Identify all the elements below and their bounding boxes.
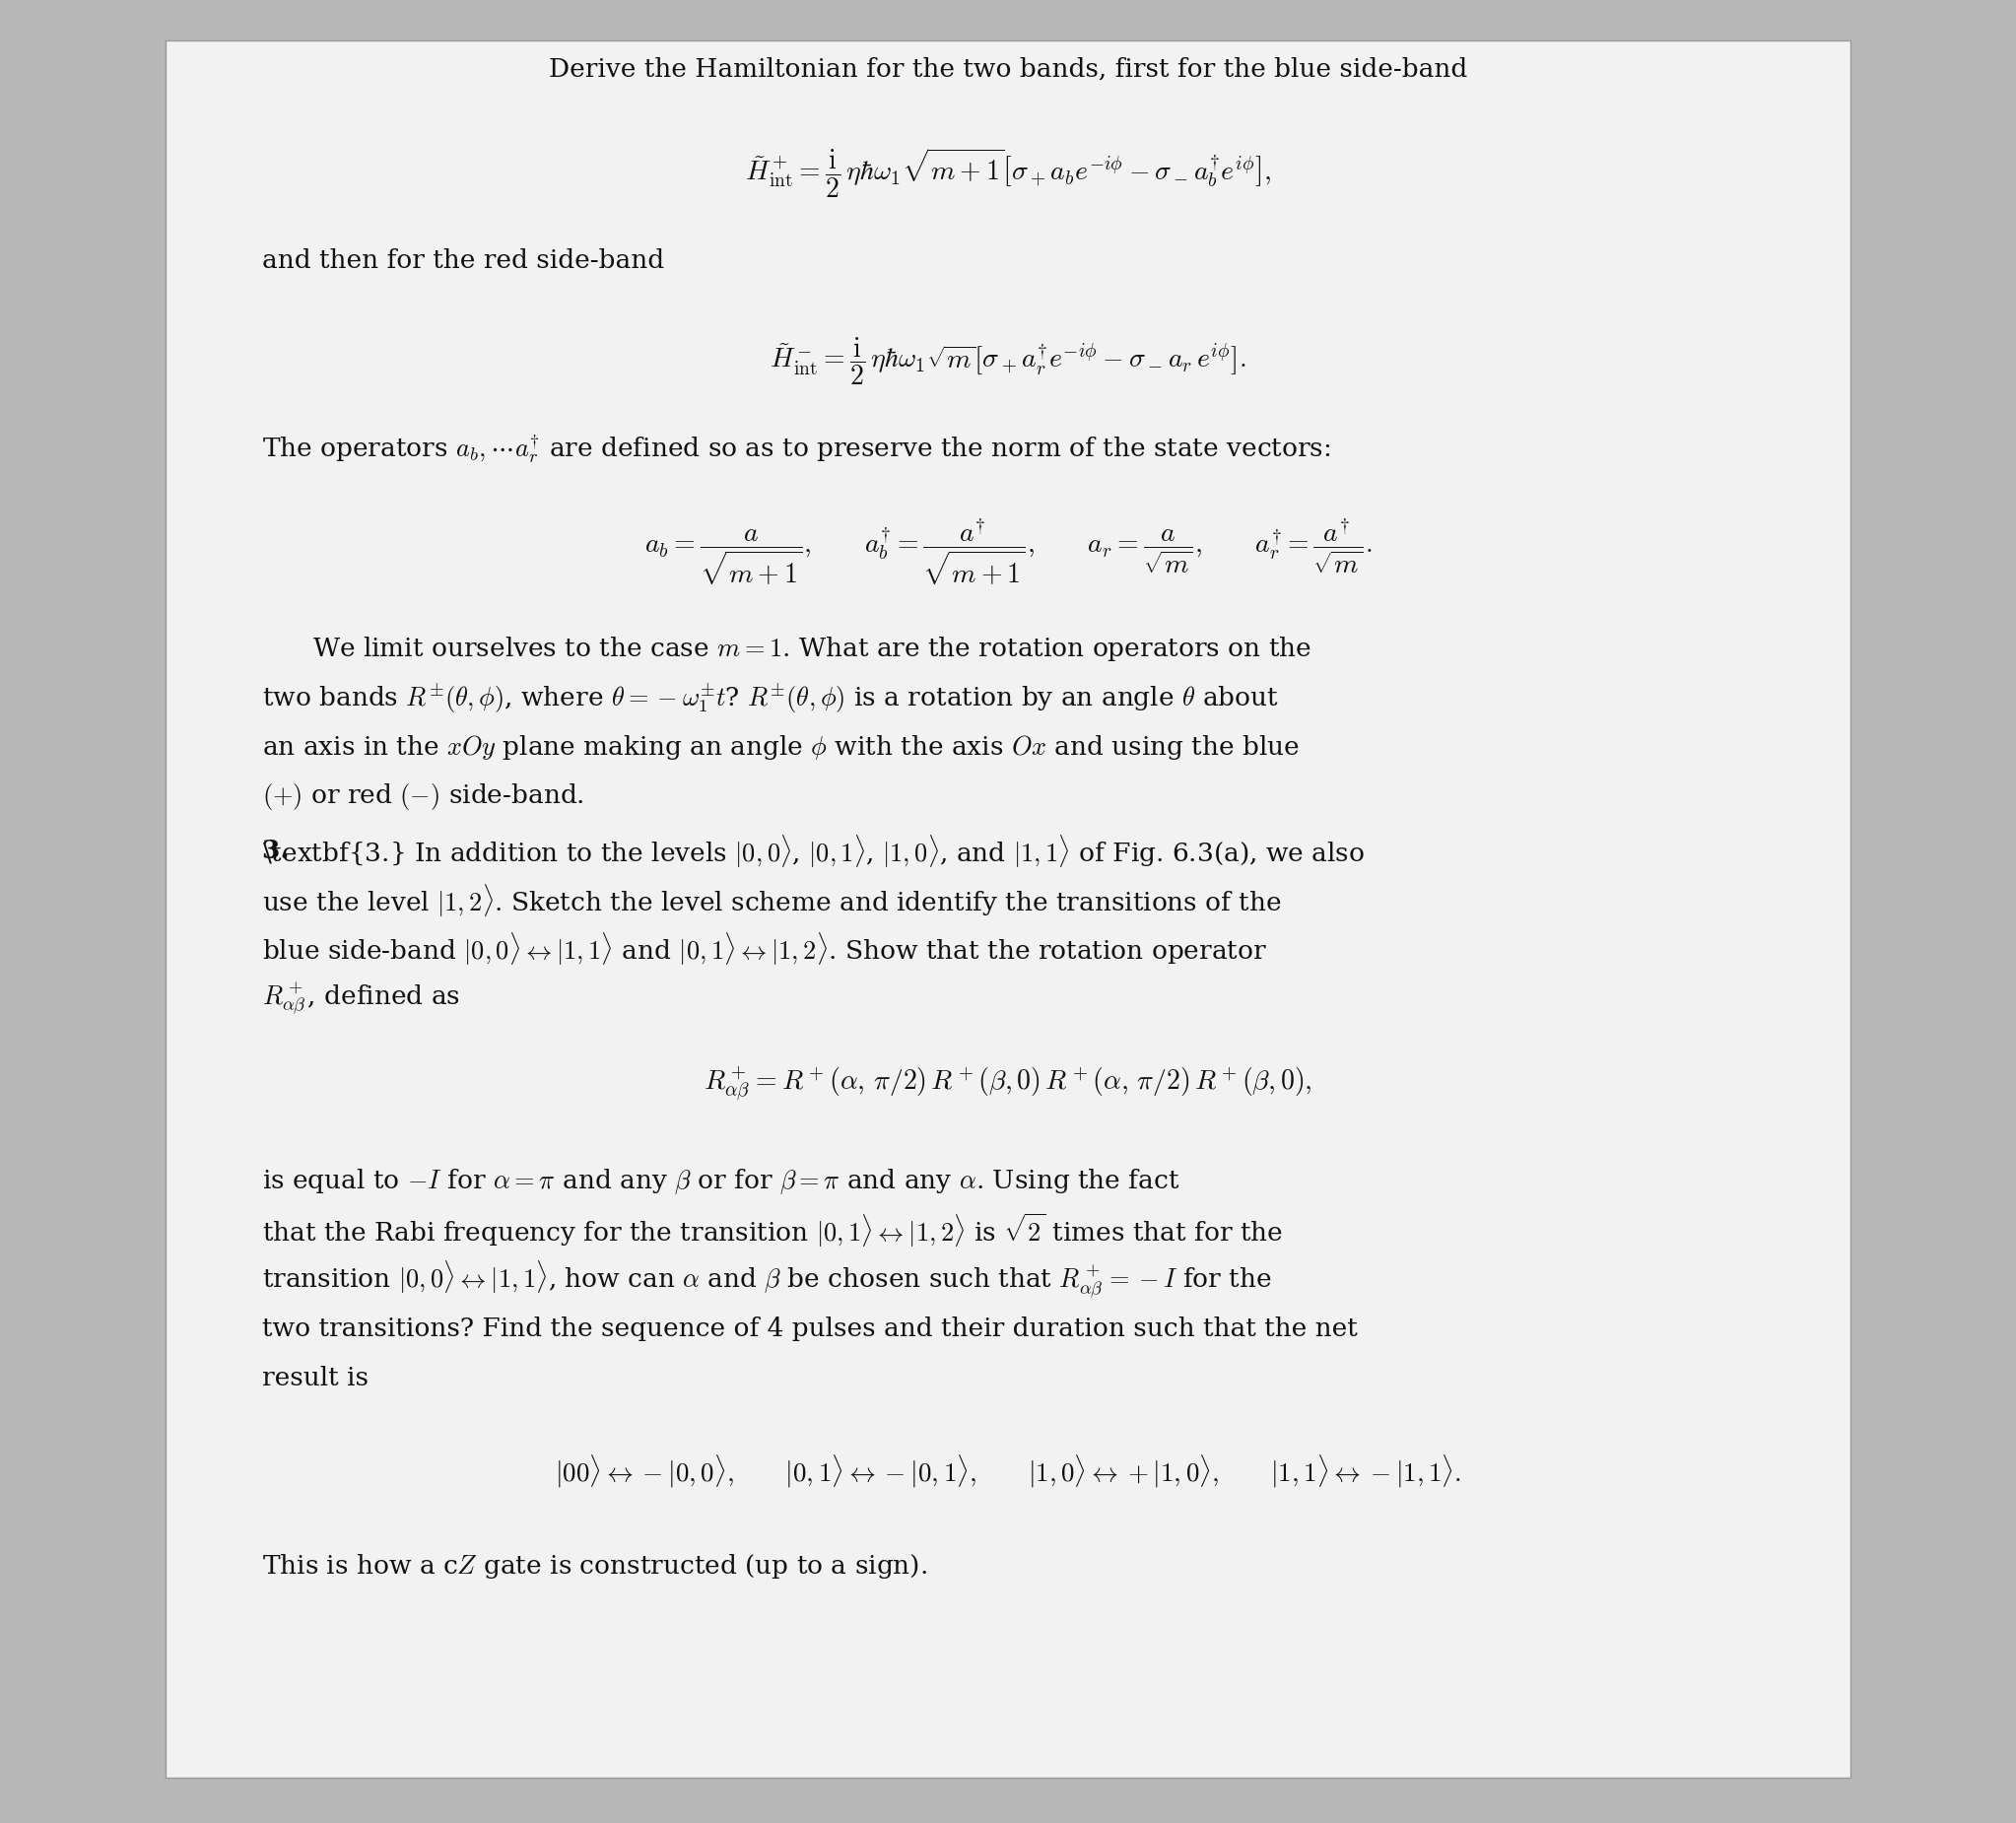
Text: $|00\rangle\leftrightarrow-|0,0\rangle,\qquad|0,1\rangle\leftrightarrow-|0,1\ran: $|00\rangle\leftrightarrow-|0,0\rangle,\… <box>554 1453 1462 1489</box>
Text: This is how a c$Z$ gate is constructed (up to a sign).: This is how a c$Z$ gate is constructed (… <box>262 1551 927 1581</box>
Text: blue side-band $|0,0\rangle\leftrightarrow|1,1\rangle$ and $|0,1\rangle\leftrigh: blue side-band $|0,0\rangle\leftrightarr… <box>262 932 1268 968</box>
Text: result is: result is <box>262 1365 369 1391</box>
Text: use the level $|1,2\rangle$. Sketch the level scheme and identify the transition: use the level $|1,2\rangle$. Sketch the … <box>262 882 1282 919</box>
Bar <box>165 40 1851 1777</box>
Text: transition $|0,0\rangle\leftrightarrow|1,1\rangle$, how can $\alpha$ and $\beta$: transition $|0,0\rangle\leftrightarrow|1… <box>262 1260 1272 1300</box>
Text: \textbf{3.} In addition to the levels $|0,0\rangle$, $|0,1\rangle$, $|1,0\rangle: \textbf{3.} In addition to the levels $|… <box>262 833 1365 870</box>
Text: two bands $R^{\pm}(\theta,\phi)$, where $\theta=-\omega_1^{\pm}t$? $R^{\pm}(\the: two bands $R^{\pm}(\theta,\phi)$, where … <box>262 682 1278 715</box>
Text: Derive the Hamiltonian for the two bands, first for the blue side-band: Derive the Hamiltonian for the two bands… <box>548 57 1468 82</box>
Text: $R^+_{\alpha\beta}$, defined as: $R^+_{\alpha\beta}$, defined as <box>262 981 460 1017</box>
Text: that the Rabi frequency for the transition $|0,1\rangle\leftrightarrow|1,2\rangl: that the Rabi frequency for the transiti… <box>262 1212 1282 1249</box>
Text: two transitions? Find the sequence of 4 pulses and their duration such that the : two transitions? Find the sequence of 4 … <box>262 1316 1357 1342</box>
Text: We limit ourselves to the case $m=1$. What are the rotation operators on the: We limit ourselves to the case $m=1$. Wh… <box>312 634 1312 664</box>
Text: an axis in the $xOy$ plane making an angle $\phi$ with the axis $Ox$ and using t: an axis in the $xOy$ plane making an ang… <box>262 733 1300 762</box>
Text: $R^+_{\alpha\beta} = R^+(\alpha,\,\pi/2)\,R^+(\beta,0)\,R^+(\alpha,\,\pi/2)\,R^+: $R^+_{\alpha\beta} = R^+(\alpha,\,\pi/2)… <box>704 1065 1312 1105</box>
Text: 3.: 3. <box>262 839 298 864</box>
Text: is equal to $-I$ for $\alpha=\pi$ and any $\beta$ or for $\beta=\pi$ and any $\a: is equal to $-I$ for $\alpha=\pi$ and an… <box>262 1167 1179 1196</box>
Text: $(+)$ or red $(-)$ side-band.: $(+)$ or red $(-)$ side-band. <box>262 782 585 811</box>
Text: $\tilde{H}^-_{\mathrm{int}} = \dfrac{\mathrm{i}}{2}\,\eta\hbar\omega_1\sqrt{m}\l: $\tilde{H}^-_{\mathrm{int}} = \dfrac{\ma… <box>770 335 1246 386</box>
Text: The operators $a_b,\cdots a_r^{\dagger}$ are defined so as to preserve the norm : The operators $a_b,\cdots a_r^{\dagger}$… <box>262 432 1331 465</box>
Text: $a_b = \dfrac{a}{\sqrt{m+1}},\qquad a_b^{\dagger} = \dfrac{a^{\dagger}}{\sqrt{m+: $a_b = \dfrac{a}{\sqrt{m+1}},\qquad a_b^… <box>645 518 1371 587</box>
Text: $\tilde{H}^+_{\mathrm{int}} = \dfrac{\mathrm{i}}{2}\,\eta\hbar\omega_1\sqrt{m+1}: $\tilde{H}^+_{\mathrm{int}} = \dfrac{\ma… <box>744 146 1272 201</box>
Text: and then for the red side-band: and then for the red side-band <box>262 248 663 273</box>
